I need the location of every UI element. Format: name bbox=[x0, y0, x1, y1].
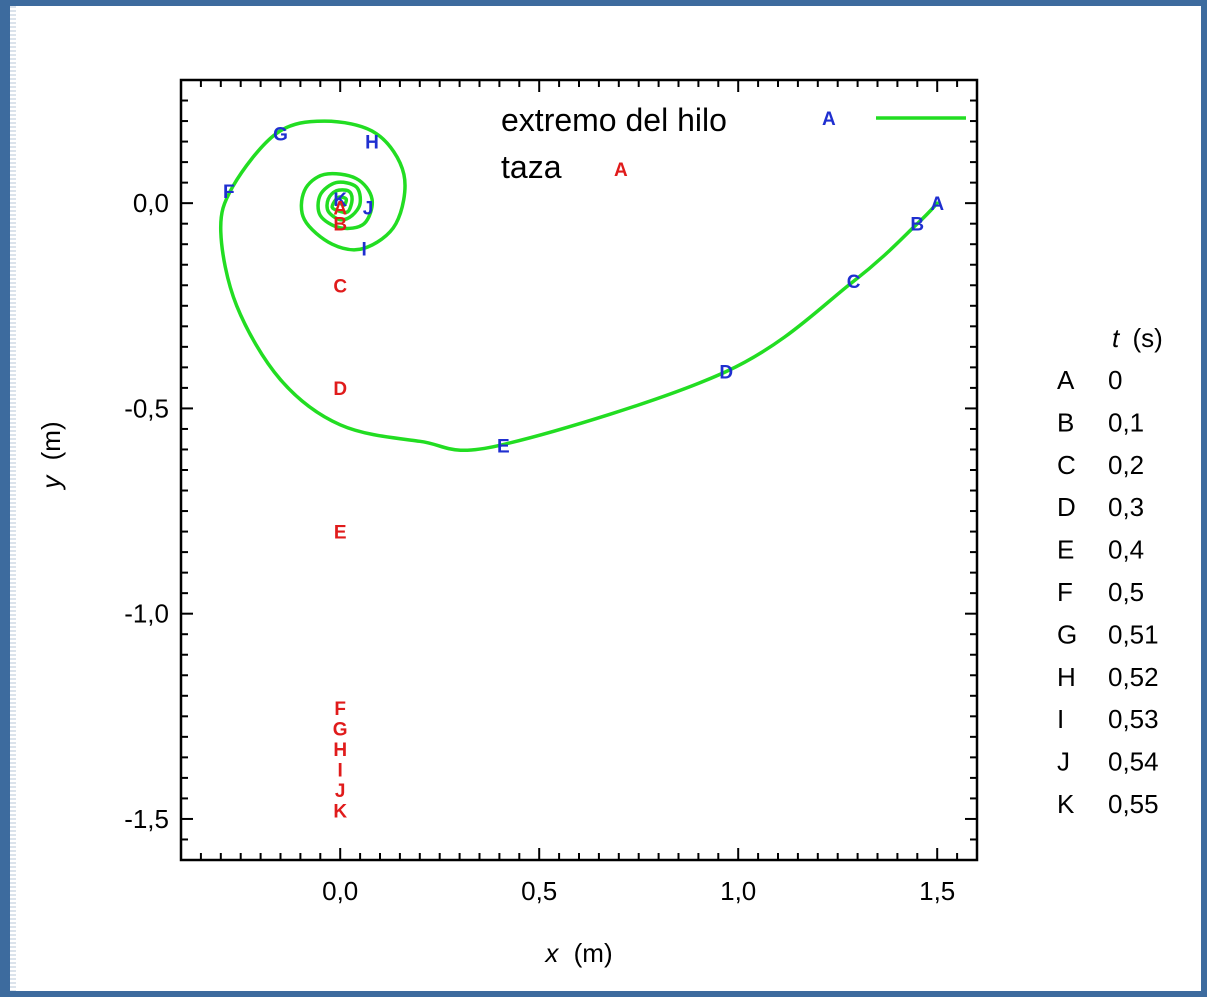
y-tick-label: -1,0 bbox=[124, 599, 169, 629]
marker-D: D bbox=[333, 379, 347, 400]
marker-J: J bbox=[335, 781, 346, 802]
marker-B: B bbox=[910, 215, 924, 236]
frame-stripe bbox=[10, 6, 16, 991]
marker-C: C bbox=[847, 272, 861, 293]
time-table-letter: F bbox=[1057, 577, 1073, 607]
y-axis-var: y bbox=[36, 474, 66, 491]
time-table-letter: E bbox=[1057, 535, 1074, 565]
y-tick-label: -0,5 bbox=[124, 393, 169, 423]
x-axis-unit: (m) bbox=[574, 938, 613, 968]
x-axis-ticks: 0,0 0,5 1,0 1,5 bbox=[180, 80, 978, 906]
marker-F: F bbox=[223, 182, 235, 203]
marker-G: G bbox=[273, 124, 288, 145]
time-table-value: 0,3 bbox=[1108, 492, 1144, 522]
legend-label-extremo-del-hilo: extremo del hilo bbox=[501, 102, 727, 138]
time-table-value: 0,52 bbox=[1108, 662, 1159, 692]
time-table-value: 0,5 bbox=[1108, 577, 1144, 607]
legend: extremo del hilo A taza A bbox=[501, 102, 966, 185]
y-axis-ticks: 0,0 -0,5 -1,0 -1,5 bbox=[124, 79, 977, 861]
legend-label-taza: taza bbox=[501, 149, 562, 185]
marker-F: F bbox=[334, 699, 346, 720]
time-table-letter: D bbox=[1057, 492, 1076, 522]
marker-J: J bbox=[363, 198, 374, 219]
time-table-var: t bbox=[1112, 323, 1121, 353]
time-table-value: 0,4 bbox=[1108, 535, 1144, 565]
marker-I: I bbox=[361, 239, 366, 260]
time-table-letter: B bbox=[1057, 407, 1074, 437]
time-table: t (s) A 0 B 0,1 C 0,2 D 0,3 E 0,4 F 0,5 G 0,51 H 0,52 I 0… bbox=[1057, 323, 1163, 819]
marker-K: K bbox=[333, 190, 347, 211]
marker-E: E bbox=[334, 523, 347, 544]
time-table-value: 0,53 bbox=[1108, 704, 1159, 734]
time-table-unit: (s) bbox=[1132, 323, 1162, 353]
plot-area bbox=[179, 78, 979, 862]
marker-H: H bbox=[333, 740, 347, 761]
legend-marker-extremo-del-hilo: A bbox=[822, 109, 836, 130]
marker-B: B bbox=[333, 215, 347, 236]
x-tick-label: 1,5 bbox=[919, 876, 955, 906]
time-table-letter: C bbox=[1057, 450, 1076, 480]
marker-I: I bbox=[338, 761, 343, 782]
marker-A: A bbox=[333, 198, 347, 219]
time-table-letter: K bbox=[1057, 789, 1075, 819]
time-table-letter: I bbox=[1057, 704, 1064, 734]
time-table-value: 0,2 bbox=[1108, 450, 1144, 480]
time-table-letter: A bbox=[1057, 365, 1075, 395]
marker-C: C bbox=[333, 276, 347, 297]
y-tick-label: 0,0 bbox=[133, 188, 169, 218]
y-axis-title: y (m) bbox=[36, 421, 66, 490]
time-table-letter: J bbox=[1057, 747, 1070, 777]
legend-marker-taza: A bbox=[614, 160, 628, 181]
time-table-value: 0,51 bbox=[1108, 619, 1159, 649]
marker-E: E bbox=[497, 436, 510, 457]
series-line-extremo-del-hilo bbox=[218, 119, 939, 453]
y-tick-label: -1,5 bbox=[124, 804, 169, 834]
time-table-value: 0 bbox=[1108, 365, 1122, 395]
time-table-letter: H bbox=[1057, 662, 1076, 692]
marker-D: D bbox=[719, 362, 733, 383]
time-table-header: t (s) bbox=[1112, 323, 1163, 353]
time-table-value: 0,54 bbox=[1108, 747, 1159, 777]
y-axis-unit: (m) bbox=[36, 421, 66, 460]
x-axis-title: x (m) bbox=[543, 938, 612, 968]
x-axis-var: x bbox=[543, 938, 559, 968]
time-table-value: 0,55 bbox=[1108, 789, 1159, 819]
marker-K: K bbox=[333, 802, 347, 823]
x-tick-label: 0,5 bbox=[521, 876, 557, 906]
x-tick-label: 0,0 bbox=[322, 876, 358, 906]
marker-G: G bbox=[333, 720, 348, 741]
marker-H: H bbox=[365, 133, 379, 154]
x-tick-label: 1,0 bbox=[720, 876, 756, 906]
time-table-value: 0,1 bbox=[1108, 407, 1144, 437]
time-table-letter: G bbox=[1057, 619, 1077, 649]
marker-A: A bbox=[930, 194, 944, 215]
